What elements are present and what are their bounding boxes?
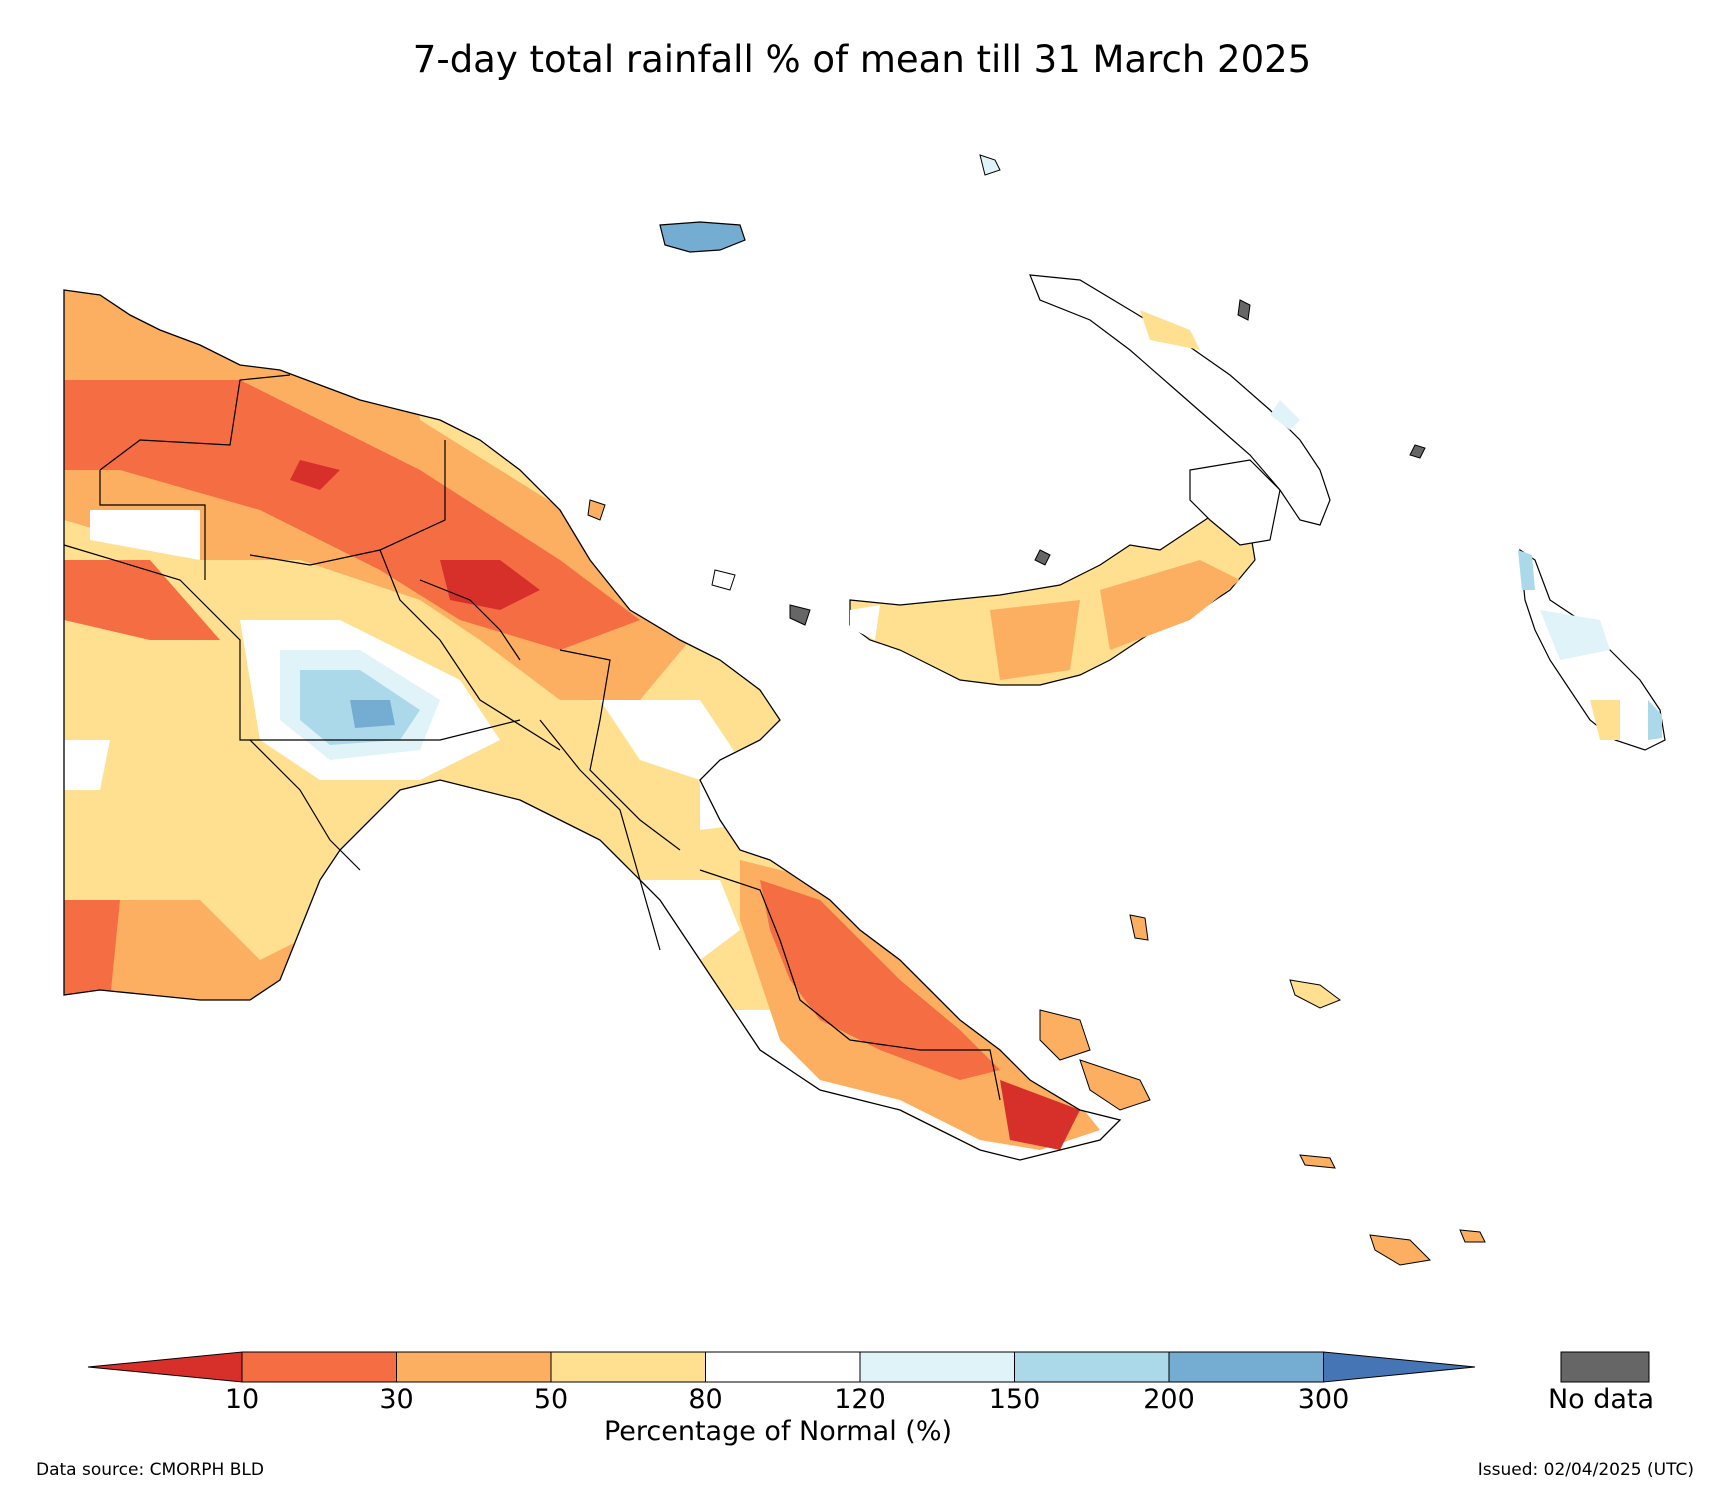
colorbar-tick-200: 200: [1143, 1384, 1195, 1415]
new-britain-zone-a: [990, 600, 1080, 680]
no-data-label: No data: [1547, 1384, 1655, 1415]
new-ireland-zone-b: [1270, 400, 1300, 430]
colorbar-bin-150-200: [1014, 1351, 1170, 1383]
colorbar-bin-above: [1323, 1351, 1476, 1383]
buka-island: [1518, 550, 1535, 590]
no-data-swatch: [1560, 1351, 1650, 1383]
new-ireland-zone: [1140, 310, 1200, 350]
colorbar-tick-10: 10: [224, 1384, 260, 1415]
small-islands: [587, 154, 1486, 1266]
colorbar-tick-300: 300: [1297, 1384, 1350, 1415]
colorbar-tick-50: 50: [533, 1384, 569, 1415]
bougainville-zone-c: [1648, 700, 1662, 740]
colorbar-bin-below: [87, 1351, 243, 1383]
bougainville-zone-b: [1590, 700, 1620, 740]
colorbar-title: Percentage of Normal (%): [603, 1416, 953, 1447]
colorbar-bin-10-30: [241, 1351, 397, 1383]
colorbar-bin-200-300: [1168, 1351, 1324, 1383]
colorbar-tick-150: 150: [988, 1384, 1041, 1415]
bougainville-zone-a: [1540, 610, 1610, 660]
issued-date: Issued: 02/04/2025 (UTC): [1477, 1460, 1694, 1480]
colorbar-bin-120-150: [859, 1351, 1015, 1383]
mainland-rainfall-zones: [64, 290, 1120, 1150]
data-source: Data source: CMORPH BLD: [36, 1460, 264, 1480]
colorbar-tick-120: 120: [834, 1384, 886, 1415]
new-britain-zone-c: [850, 605, 880, 640]
new-britain-island: [849, 493, 1256, 686]
colorbar-bin-80-120: [705, 1351, 861, 1383]
new-ireland-island: [1029, 274, 1331, 526]
colorbar-tick-80: 80: [688, 1384, 723, 1415]
colorbar: [87, 1351, 1650, 1383]
gazelle-peninsula: [1189, 459, 1281, 546]
map-title: 7-day total rainfall % of mean till 31 M…: [412, 38, 1312, 81]
colorbar-bin-30-50: [396, 1351, 552, 1383]
manus-island: [659, 221, 746, 253]
new-britain-zone-b: [1100, 560, 1240, 650]
colorbar-bin-50-80: [550, 1351, 706, 1383]
mainland-coastline: [63, 289, 1122, 1161]
province-boundaries: [63, 374, 1001, 1101]
colorbar-tick-30: 30: [379, 1384, 414, 1415]
